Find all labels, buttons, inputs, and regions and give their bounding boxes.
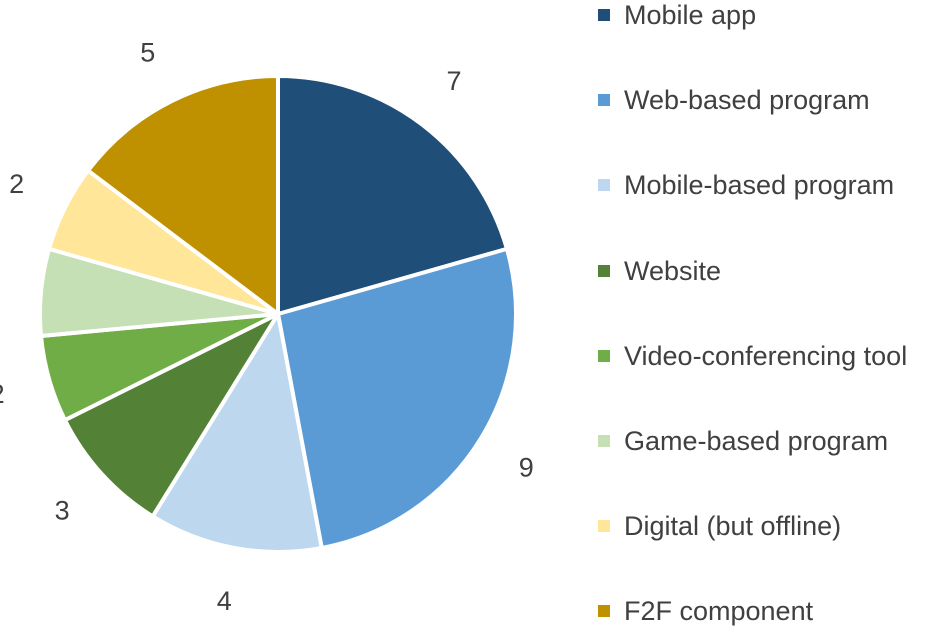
legend-item-mobile-based-program: Mobile-based program <box>598 170 894 200</box>
legend-swatch <box>598 520 610 533</box>
pie-slice-mobile-based-program <box>150 312 324 554</box>
data-label-digital-but-offline: 2 <box>9 169 24 199</box>
legend-swatch <box>598 349 610 362</box>
legend-item-mobile-app: Mobile app <box>598 0 756 30</box>
legend-swatch <box>598 264 610 277</box>
legend-swatch <box>598 605 610 618</box>
pie-slice-f2f-component <box>86 74 280 316</box>
legend-item-digital-but-offline: Digital (but offline) <box>598 511 841 541</box>
pie-slice-web-based-program <box>276 246 518 550</box>
pie-data-labels: 79432225 <box>0 38 534 616</box>
legend-label: Mobile app <box>624 0 757 30</box>
pie-slice-website <box>62 312 280 519</box>
data-label-f2f-component: 5 <box>140 38 155 68</box>
data-label-mobile-based-program: 4 <box>217 586 232 616</box>
legend-swatch <box>598 179 610 192</box>
legend-label: Mobile-based program <box>624 170 895 201</box>
legend-item-website: Website <box>598 256 721 286</box>
legend-swatch <box>598 435 610 447</box>
legend-label: Video-conferencing tool <box>624 340 908 371</box>
legend-item-video-conferencing-tool: Video-conferencing tool <box>598 341 907 371</box>
legend-label: Website <box>624 255 722 286</box>
legend-label: F2F component <box>624 596 814 627</box>
legend-item-web-based-program: Web-based program <box>598 85 870 115</box>
pie-slices <box>38 74 518 554</box>
legend-item-game-based-program: Game-based program <box>598 426 888 456</box>
legend-label: Digital (but offline) <box>624 511 842 542</box>
data-label-web-based-program: 9 <box>519 453 534 483</box>
legend-label: Web-based program <box>624 85 870 116</box>
data-label-video-conferencing-tool: 2 <box>0 379 5 409</box>
legend-item-f2f-component: F2F component <box>598 596 813 626</box>
legend-label: Game-based program <box>624 426 889 456</box>
pie-slice-mobile-app <box>276 74 509 316</box>
data-label-website: 3 <box>55 496 70 526</box>
legend-swatch <box>598 94 610 107</box>
data-label-mobile-app: 7 <box>446 66 461 96</box>
legend-swatch <box>598 9 610 21</box>
